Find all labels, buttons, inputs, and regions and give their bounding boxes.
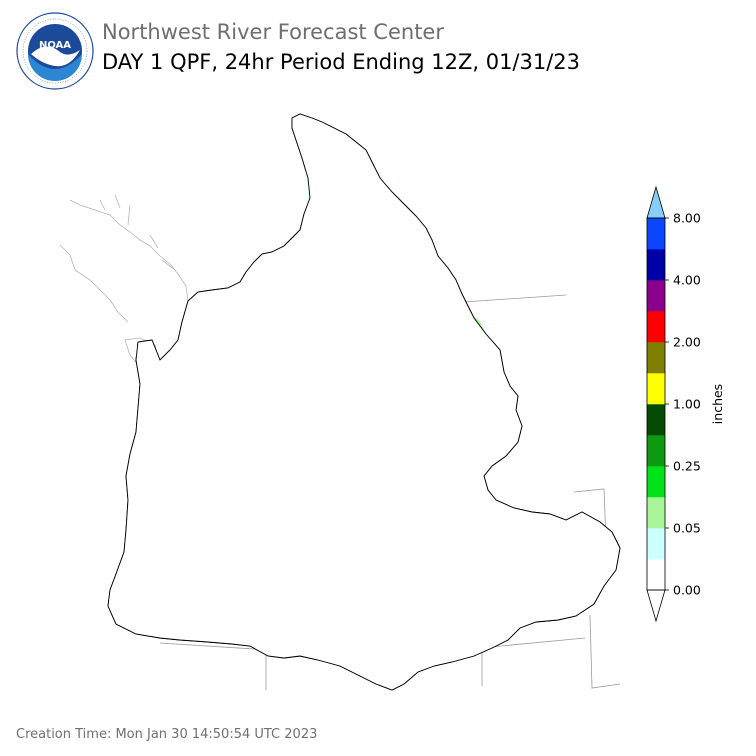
colorbar-tick-label: 1.00 xyxy=(673,397,701,412)
colorbar-unit-label: inches xyxy=(710,384,725,424)
colorbar-bin xyxy=(647,528,665,560)
colorbar-bin xyxy=(647,249,665,281)
logo-sea xyxy=(28,54,82,81)
colorbar-bin xyxy=(647,342,665,374)
colorbar-tick-label: 2.00 xyxy=(673,335,701,350)
logo-bird xyxy=(31,46,80,67)
creation-time: Creation Time: Mon Jan 30 14:50:54 UTC 2… xyxy=(16,727,318,742)
agency-name: Northwest River Forecast Center xyxy=(102,20,444,44)
colorbar-over-arrow xyxy=(646,185,666,219)
noaa-logo: NOAA xyxy=(16,12,94,90)
coastline xyxy=(59,194,189,369)
colorbar-tick-label: 0.00 xyxy=(673,583,701,598)
colorbar-ticks: 0.00 0.05 0.25 1.00 2.00 4.00 8.00 xyxy=(665,211,701,598)
colorbar-under-arrow xyxy=(646,589,666,623)
colorbar-bin xyxy=(647,404,665,436)
colorbar-tick-label: 8.00 xyxy=(673,211,701,226)
colorbar-tick-label: 4.00 xyxy=(673,273,701,288)
colorbar-bin xyxy=(647,497,665,529)
colorbar-bin xyxy=(647,373,665,405)
product-title: DAY 1 QPF, 24hr Period Ending 12Z, 01/31… xyxy=(102,50,581,74)
colorbar-bin xyxy=(647,311,665,343)
colorbar-bin xyxy=(647,218,665,250)
logo-text: NOAA xyxy=(39,40,71,51)
colorbar-bin xyxy=(647,435,665,467)
colorbar-bins xyxy=(647,218,665,591)
colorbar-bin xyxy=(647,280,665,312)
colorbar-bin xyxy=(647,466,665,498)
colorbar-bin xyxy=(647,559,665,591)
colorbar-tick-label: 0.05 xyxy=(673,521,701,536)
colorbar-tick-label: 0.25 xyxy=(673,459,701,474)
